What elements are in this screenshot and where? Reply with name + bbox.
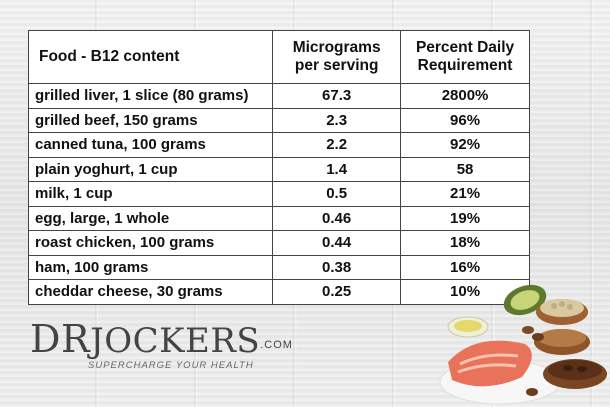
table-row: egg, large, 1 whole 0.46 19%	[27, 205, 530, 231]
percent-cell: 21%	[400, 181, 530, 207]
food-cell: cheddar cheese, 30 grams	[27, 279, 274, 305]
header-micrograms-line2: per serving	[294, 57, 379, 74]
header-food: Food - B12 content	[27, 30, 274, 84]
micrograms-cell: 2.3	[272, 107, 402, 133]
table-row: milk, 1 cup 0.5 21%	[27, 181, 530, 207]
salmon-shape	[448, 340, 532, 387]
micrograms-cell: 0.44	[272, 230, 402, 256]
micrograms-cell: 67.3	[272, 83, 402, 109]
percent-cell: 92%	[400, 132, 530, 158]
micrograms-cell: 0.5	[272, 181, 402, 207]
header-micrograms: Micrograms per serving	[272, 30, 402, 84]
food-cell: grilled liver, 1 slice (80 grams)	[27, 83, 274, 109]
percent-cell: 16%	[400, 254, 530, 280]
header-percent-line1: Percent Daily	[415, 39, 515, 56]
logo-tagline: SUPERCHARGE YOUR HEALTH	[88, 360, 254, 371]
percent-cell: 10%	[400, 279, 530, 305]
logo-wordmark: DRJOCKERS.COM	[30, 320, 293, 362]
table-row: roast chicken, 100 grams 0.44 18%	[27, 230, 530, 256]
food-cell: plain yoghurt, 1 cup	[27, 156, 274, 182]
food-cell: ham, 100 grams	[27, 254, 274, 280]
table-row: cheddar cheese, 30 grams 0.25 10%	[27, 279, 530, 305]
micrograms-cell: 2.2	[272, 132, 402, 158]
percent-cell: 18%	[400, 230, 530, 256]
logo-jockers: JOCKERS	[90, 321, 261, 361]
header-micrograms-line1: Micrograms	[292, 39, 381, 56]
logo-dotcom: .COM	[260, 339, 293, 351]
header-percent: Percent Daily Requirement	[400, 30, 530, 84]
percent-cell: 2800%	[400, 83, 530, 109]
table-row: ham, 100 grams 0.38 16%	[27, 254, 530, 280]
drjockers-logo: DRJOCKERS.COM SUPERCHARGE YOUR HEALTH	[30, 320, 293, 371]
food-cell: roast chicken, 100 grams	[27, 230, 274, 256]
header-percent-line2: Requirement	[417, 57, 513, 74]
table-row: grilled liver, 1 slice (80 grams) 67.3 2…	[27, 83, 530, 109]
micrograms-cell: 0.38	[272, 254, 402, 280]
table-row: grilled beef, 150 grams 2.3 96%	[27, 107, 530, 133]
micrograms-cell: 0.25	[272, 279, 402, 305]
table-header-row: Food - B12 content Micrograms per servin…	[27, 30, 530, 84]
food-cell: milk, 1 cup	[27, 181, 274, 207]
food-cell: egg, large, 1 whole	[27, 205, 274, 231]
table-row: plain yoghurt, 1 cup 1.4 58	[27, 156, 530, 182]
b12-content-table: Food - B12 content Micrograms per servin…	[27, 30, 530, 305]
percent-cell: 96%	[400, 107, 530, 133]
micrograms-cell: 1.4	[272, 156, 402, 182]
logo-dr: DR	[30, 317, 91, 361]
percent-cell: 58	[400, 156, 530, 182]
food-cell: grilled beef, 150 grams	[27, 107, 274, 133]
percent-cell: 19%	[400, 205, 530, 231]
micrograms-cell: 0.46	[272, 205, 402, 231]
food-illustration	[439, 284, 607, 405]
food-cell: canned tuna, 100 grams	[27, 132, 274, 158]
table-row: canned tuna, 100 grams 2.2 92%	[27, 132, 530, 158]
